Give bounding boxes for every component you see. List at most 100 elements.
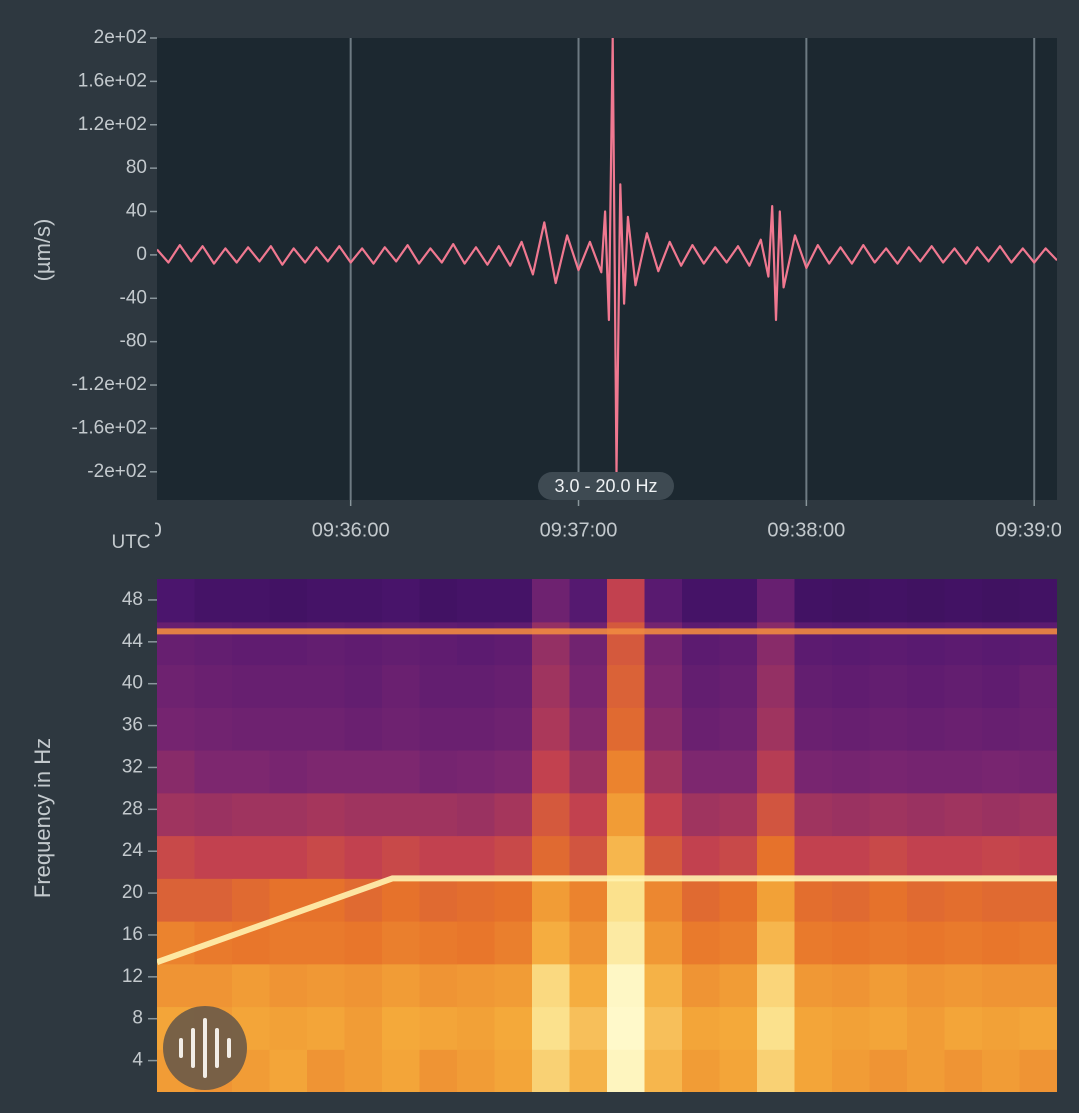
heat-cell: [794, 963, 833, 1008]
heat-cell: [532, 878, 571, 922]
heat-cell: [569, 878, 608, 922]
y-tick-label: 8: [132, 1008, 143, 1029]
heat-cell: [982, 1006, 1021, 1050]
heat-cell: [532, 1049, 571, 1092]
y-tick-label: 32: [122, 756, 143, 777]
heat-cell: [307, 579, 346, 623]
y-tick-label: 0: [136, 244, 147, 265]
heat-cell: [719, 1049, 758, 1092]
heat-cell: [307, 1006, 346, 1050]
heat-cell: [457, 707, 496, 751]
heat-cell: [532, 750, 571, 794]
heat-cell: [532, 579, 571, 623]
heat-cell: [682, 621, 721, 666]
heat-cell: [157, 664, 196, 708]
heat-cell: [157, 621, 196, 666]
heat-cell: [869, 792, 908, 837]
heat-cell: [607, 963, 646, 1008]
heat-cell: [382, 835, 421, 879]
heat-cell: [644, 1006, 683, 1050]
heat-cell: [232, 963, 271, 1008]
heat-cell: [944, 1006, 983, 1050]
heat-cell: [307, 835, 346, 879]
heat-cell: [382, 750, 421, 794]
heat-cell: [494, 835, 533, 879]
heat-cell: [569, 707, 608, 751]
heat-cell: [757, 707, 796, 751]
heat-cell: [194, 963, 233, 1008]
heat-cell: [644, 835, 683, 879]
heat-cell: [869, 621, 908, 666]
heat-cell: [494, 707, 533, 751]
heat-cell: [757, 921, 796, 965]
heat-cell: [494, 621, 533, 666]
heat-cell: [1019, 835, 1057, 879]
y-tick-label: 2e+02: [94, 27, 147, 48]
heat-cell: [344, 579, 383, 623]
heat-cell: [907, 664, 946, 708]
heat-cell: [944, 1049, 983, 1092]
heat-cell: [569, 921, 608, 965]
heat-cell: [757, 878, 796, 922]
filter-badge: 3.0 - 20.0 Hz: [538, 472, 674, 500]
heat-cell: [1019, 878, 1057, 922]
heat-cell: [457, 835, 496, 879]
heat-cell: [944, 963, 983, 1008]
heat-cell: [607, 621, 646, 666]
heat-cell: [569, 835, 608, 879]
heat-cell: [1019, 621, 1057, 666]
heat-cell: [832, 878, 871, 922]
heat-cell: [232, 792, 271, 837]
heat-cell: [194, 835, 233, 879]
y-tick-label: -80: [120, 331, 147, 352]
heat-cell: [644, 579, 683, 623]
heat-cell: [644, 921, 683, 965]
heat-cell: [869, 664, 908, 708]
heat-cell: [794, 707, 833, 751]
heat-cell: [382, 1049, 421, 1092]
heat-cell: [682, 921, 721, 965]
heat-cell: [569, 621, 608, 666]
heat-cell: [382, 792, 421, 837]
heat-cell: [832, 621, 871, 666]
heat-cell: [419, 835, 458, 879]
heat-cell: [644, 878, 683, 922]
app-icon[interactable]: [163, 1006, 247, 1090]
heat-cell: [382, 963, 421, 1008]
heat-cell: [157, 792, 196, 837]
heat-cell: [194, 579, 233, 623]
heat-cell: [307, 707, 346, 751]
heat-cell: [232, 621, 271, 666]
heat-cell: [382, 707, 421, 751]
heat-cell: [944, 707, 983, 751]
heat-cell: [832, 707, 871, 751]
heat-cell: [269, 707, 308, 751]
x-tick-label: 09:38:00: [767, 519, 845, 541]
heat-cell: [382, 579, 421, 623]
heat-cell: [982, 835, 1021, 879]
heat-cell: [157, 963, 196, 1008]
heat-cell: [794, 835, 833, 879]
heat-cell: [1019, 921, 1057, 965]
heat-cell: [719, 878, 758, 922]
y-tick-label: 40: [126, 201, 147, 222]
heat-cell: [832, 1006, 871, 1050]
heat-cell: [907, 1006, 946, 1050]
y-tick-label: -1.2e+02: [71, 374, 147, 395]
heat-cell: [494, 878, 533, 922]
heat-cell: [794, 1006, 833, 1050]
heat-cell: [419, 707, 458, 751]
heat-cell: [869, 707, 908, 751]
heat-cell: [607, 878, 646, 922]
heat-cell: [832, 835, 871, 879]
heat-cell: [494, 664, 533, 708]
heat-cell: [832, 1049, 871, 1092]
heat-cell: [907, 835, 946, 879]
heat-cell: [307, 792, 346, 837]
heat-cell: [794, 579, 833, 623]
x-tick-label: 09:35:00: [84, 519, 162, 541]
heat-cell: [944, 664, 983, 708]
heat-cell: [157, 878, 196, 922]
heat-cell: [269, 921, 308, 965]
heat-cell: [719, 621, 758, 666]
